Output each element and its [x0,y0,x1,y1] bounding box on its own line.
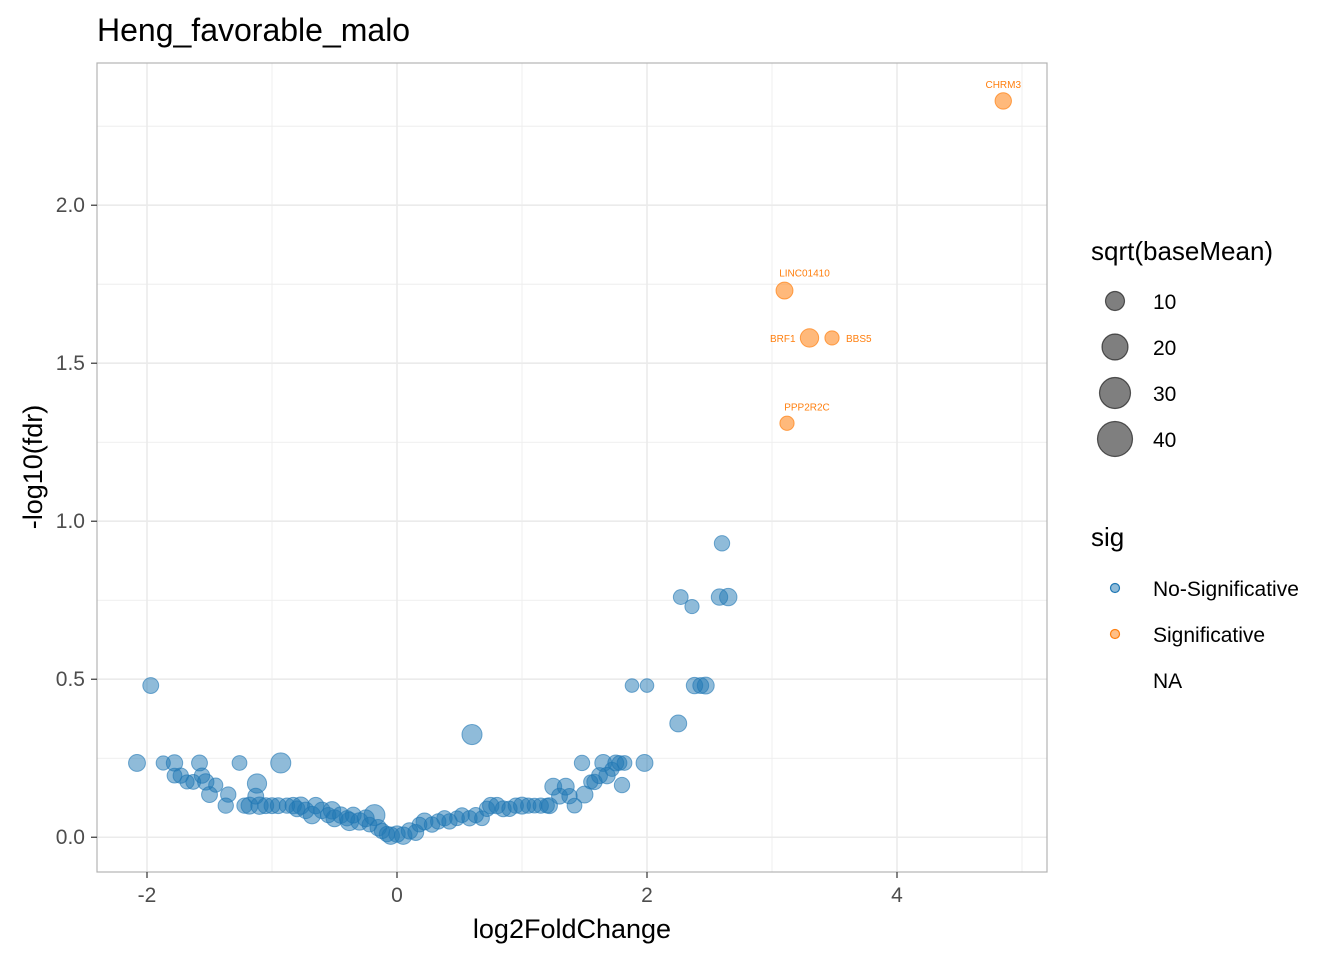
chart-title: Heng_favorable_malo [97,12,410,48]
legend-size-label: 30 [1153,383,1176,406]
legend-sig: sig No-Significative Significative NA [1091,522,1299,693]
data-point-no-significative [624,678,640,693]
data-point-no-significative [566,797,583,814]
gene-label: LINC01410 [779,269,830,280]
data-point-significative [775,281,794,300]
legend-sig-key [1109,582,1121,594]
gene-label: CHRM3 [985,80,1021,91]
legend-size-key [1096,420,1134,458]
data-point-significative [994,92,1012,110]
legend-size-label: 10 [1153,291,1176,314]
gene-label: PPP2R2C [784,402,830,413]
legend-size-key [1104,290,1126,312]
gene-label: BRF1 [770,334,796,345]
y-tick-label: 2.0 [56,194,85,217]
major-grid [97,63,1047,872]
data-point-no-significative [613,776,631,794]
legend-size-key [1098,376,1132,410]
legend-size-label: 20 [1153,337,1176,360]
legend-size-label: 40 [1153,429,1176,452]
data-point-no-significative [635,754,654,772]
data-point-significative [779,415,795,431]
x-tick-label: 2 [641,884,653,907]
x-tick-label: 4 [891,884,903,907]
plot-panel: CHRM3 LINC01410 BRF1 BBS5 PPP2R2C [96,62,1048,873]
data-point-significative [824,330,840,346]
point-labels: CHRM3 LINC01410 BRF1 BBS5 PPP2R2C [770,80,1022,413]
x-tick-label: -2 [138,884,157,907]
data-point-no-significative [684,598,700,615]
data-point-no-significative [639,678,655,693]
y-tick-label: 1.5 [56,352,85,375]
legend-sig-key [1109,628,1121,640]
y-axis: 0.0 0.5 1.0 1.5 2.0 [56,194,97,849]
data-point-no-significative [461,723,483,746]
y-axis-label: -log10(fdr) [18,405,48,530]
legend-sig-label: NA [1153,670,1182,693]
data-point-no-significative [669,714,688,733]
legend-sig-label: Significative [1153,624,1265,647]
legend-size-key [1101,333,1129,361]
data-point-no-significative [246,773,268,794]
legend-sig-label: No-Significative [1153,578,1299,601]
x-axis-label: log2FoldChange [473,914,671,944]
y-tick-label: 0.0 [56,826,85,849]
data-point-no-significative [208,777,224,793]
data-point-no-significative [166,767,183,784]
legend-size: sqrt(baseMean) 10 20 30 40 [1091,236,1273,458]
legend-sig-title: sig [1091,522,1124,552]
legend-size-title: sqrt(baseMean) [1091,236,1273,266]
minor-grid [97,63,1047,872]
panel-border [96,62,1048,873]
data-point-no-significative [672,589,689,605]
x-axis: -2 0 2 4 [138,872,903,907]
data-point-no-significative [142,677,160,694]
data-point-no-significative [231,755,248,771]
data-points [128,92,1012,845]
data-point-no-significative [128,754,146,772]
data-point-significative [799,328,820,348]
data-point-no-significative [573,754,591,772]
x-tick-label: 0 [391,884,403,907]
data-point-no-significative [696,676,715,695]
gene-label: BBS5 [846,334,872,345]
data-point-no-significative [270,752,292,774]
data-point-no-significative [616,755,633,771]
data-point-no-significative [719,587,738,607]
y-tick-label: 1.0 [56,510,85,533]
y-tick-label: 0.5 [56,668,85,691]
panel-background [97,63,1047,872]
data-point-no-significative [217,797,234,814]
data-point-no-significative [713,535,731,552]
